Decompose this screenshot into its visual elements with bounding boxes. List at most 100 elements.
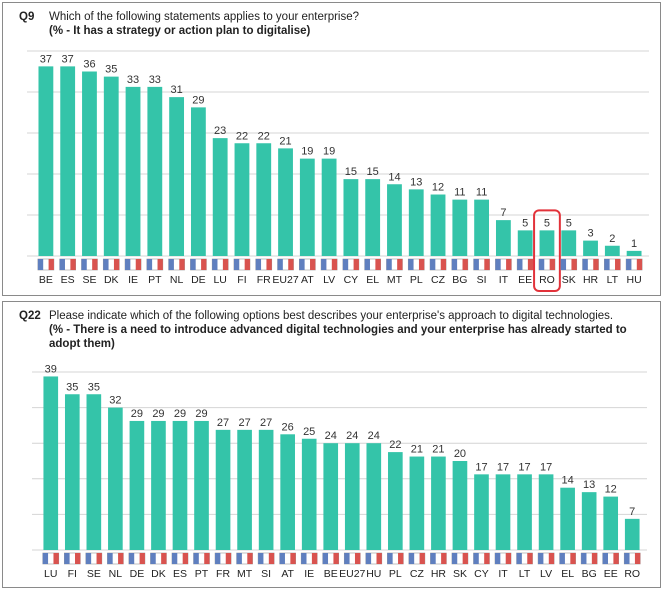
value-label-be: 37	[40, 53, 52, 65]
flag-stripe	[182, 553, 188, 564]
category-label-nl: NL	[109, 568, 123, 580]
category-label-nl: NL	[170, 274, 184, 286]
flag-stripe	[48, 259, 54, 270]
category-label-ro: RO	[624, 568, 640, 580]
q9-question: Which of the following statements applie…	[49, 11, 360, 23]
bar-hr	[583, 240, 598, 256]
bar-ie	[125, 86, 141, 256]
q9-subtitle: (% - It has a strategy or action plan to…	[49, 25, 311, 37]
category-label-dk: DK	[104, 274, 119, 286]
value-label-it: 17	[497, 461, 509, 473]
category-label-it: IT	[499, 274, 509, 286]
flag-stripe	[441, 553, 447, 564]
flag-stripe	[602, 553, 608, 564]
flag-stripe	[37, 259, 44, 270]
value-label-pt: 33	[149, 74, 161, 86]
flag-stripe	[171, 553, 178, 564]
bar-se	[82, 71, 97, 256]
flag-stripe	[538, 553, 544, 564]
bar-sk	[452, 461, 468, 550]
bar-nl	[169, 97, 185, 256]
flag-stripe	[190, 259, 196, 270]
bar-hu	[626, 250, 642, 256]
bar-bg	[581, 492, 597, 550]
value-label-se: 35	[88, 381, 100, 393]
flag-stripe	[53, 553, 59, 564]
value-label-hr: 21	[432, 444, 444, 456]
category-label-dk: DK	[151, 568, 166, 580]
value-label-bg: 13	[583, 479, 595, 491]
bar-es	[60, 66, 76, 256]
flag-stripe	[549, 259, 555, 270]
flag-stripe	[353, 259, 359, 270]
value-label-ro: 7	[629, 506, 635, 518]
bar-de	[190, 107, 206, 256]
flag-stripe	[277, 259, 283, 270]
flag-stripe	[322, 553, 329, 564]
flag-stripe	[548, 553, 555, 564]
flag-stripe	[193, 553, 199, 564]
value-label-de: 29	[192, 94, 204, 106]
flag-stripe	[615, 259, 621, 270]
flag-stripe	[96, 553, 102, 564]
bar-de	[129, 420, 145, 550]
flag-stripe	[484, 259, 490, 270]
value-label-cz: 21	[411, 444, 423, 456]
flag-stripe	[582, 259, 588, 270]
flag-stripe	[365, 553, 372, 564]
value-label-be: 24	[325, 430, 337, 442]
category-label-fr: FR	[257, 274, 271, 286]
bar-dk	[151, 420, 166, 550]
flag-stripe	[354, 553, 361, 564]
value-label-hu: 1	[631, 238, 637, 250]
flag-stripe	[75, 553, 81, 564]
flag-stripe	[103, 259, 109, 270]
bar-el	[560, 487, 575, 550]
bar-lv	[321, 158, 337, 256]
flag-stripe	[473, 553, 479, 564]
value-label-ro: 5	[544, 217, 550, 229]
flag-stripe	[364, 259, 370, 270]
flag-stripe	[505, 553, 512, 564]
value-label-es: 29	[174, 408, 186, 420]
flag-stripe	[107, 553, 113, 564]
flag-stripe	[386, 259, 392, 270]
q9-number: Q9	[19, 11, 35, 23]
flag-stripe	[581, 553, 587, 564]
flag-stripe	[92, 259, 98, 270]
value-label-at: 26	[282, 421, 294, 433]
category-label-ee: EE	[604, 568, 618, 580]
category-label-si: SI	[477, 274, 487, 286]
value-label-hu: 24	[368, 430, 380, 442]
q22-number: Q22	[19, 310, 41, 322]
value-label-fi: 35	[66, 381, 78, 393]
category-label-ee: EE	[518, 274, 532, 286]
flag-stripe	[593, 259, 599, 270]
value-label-ie: 33	[127, 74, 139, 86]
flag-stripe	[85, 553, 92, 564]
highlight-box-ro	[533, 209, 561, 292]
flag-stripe	[310, 259, 316, 270]
flag-stripe	[244, 259, 250, 270]
bar-ro	[624, 518, 640, 550]
value-label-de: 29	[131, 408, 143, 420]
category-label-se: SE	[87, 568, 101, 580]
flag-stripe	[418, 259, 425, 270]
bar-pt	[147, 86, 163, 256]
flag-stripe	[342, 259, 349, 270]
value-label-lv: 19	[323, 146, 335, 158]
bar-pt	[194, 420, 209, 550]
bar-cy	[474, 474, 489, 550]
flag-stripe	[430, 259, 436, 270]
category-label-cy: CY	[474, 568, 489, 580]
flag-stripe	[212, 259, 218, 270]
flag-stripe	[128, 553, 135, 564]
flag-stripe	[430, 553, 436, 564]
category-label-si: SI	[261, 568, 271, 580]
bar-fr	[215, 429, 231, 550]
value-label-fi: 22	[236, 130, 248, 142]
value-label-el: 14	[562, 475, 574, 487]
q22-chart-panel: Q22 Please indicate which of the followin…	[2, 301, 661, 588]
value-label-dk: 35	[105, 64, 117, 76]
bar-ee	[517, 230, 533, 256]
